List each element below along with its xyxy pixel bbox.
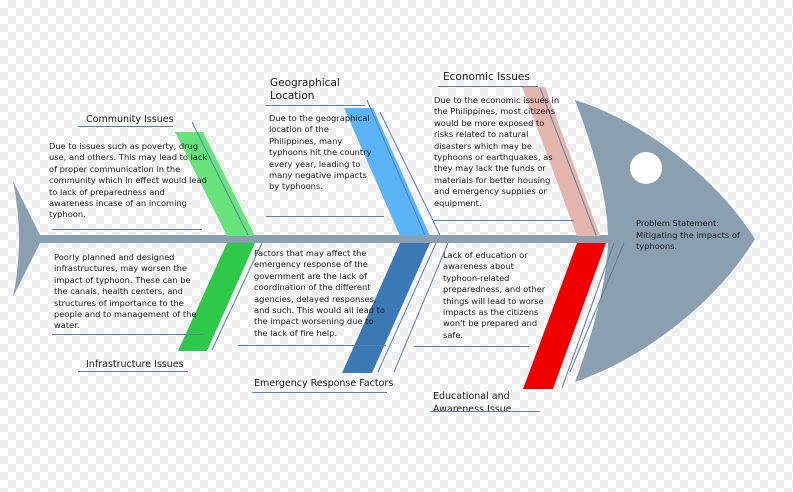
emergency-text-underline: [238, 345, 386, 346]
educational-awareness-title: Educational and Awareness Issue: [433, 391, 512, 415]
infrastructure-text-underline: [52, 334, 202, 335]
community-issues-title: Community Issues: [86, 114, 174, 125]
infrastructure-issues-text: Poorly planned and designed infrastructu…: [54, 252, 197, 331]
problem-statement-text: Mitigating the impacts of typhoons.: [636, 230, 740, 252]
emergency-title-underline: [252, 392, 387, 393]
fish-spine: [30, 235, 638, 243]
economic-issues-title: Economic Issues: [443, 71, 530, 83]
economic-title-underline: [438, 86, 538, 87]
community-text-underline: [52, 229, 202, 230]
bone-infrastructure: [178, 243, 255, 351]
fish-eye: [630, 152, 662, 184]
problem-statement-title: Problem Statement:: [636, 218, 720, 228]
educational-awareness-text: Lack of education or awareness about typ…: [443, 250, 546, 340]
guide-lines: [191, 87, 625, 389]
bone-emergency: [342, 243, 430, 373]
fish-tail: [13, 181, 42, 297]
economic-text-underline: [434, 220, 574, 221]
educational-text-underline: [414, 346, 529, 347]
bone-community: [175, 132, 255, 236]
infrastructure-issues-title: Infrastructure Issues: [86, 359, 184, 370]
educational-title-underline: [430, 411, 540, 412]
emergency-response-text: Factors that may affect the emergency re…: [254, 248, 385, 338]
community-title-underline: [78, 126, 173, 127]
community-issues-text: Due to issues such as poverty, drug use,…: [49, 141, 208, 220]
geographical-title-underline: [265, 105, 365, 106]
geographical-location-title: Geographical Location: [270, 77, 340, 102]
emergency-response-title: Emergency Response Factors: [254, 378, 394, 389]
bone-geographical: [344, 108, 430, 236]
economic-issues-text: Due to the economic issues in the Philip…: [434, 95, 560, 208]
geographical-location-text: Due to the geographical location of the …: [269, 113, 372, 192]
infrastructure-title-underline: [78, 371, 188, 372]
bone-educational: [523, 243, 606, 389]
bone-economic: [522, 87, 600, 236]
geographical-text-underline: [266, 216, 384, 217]
fish-head: [575, 100, 755, 382]
